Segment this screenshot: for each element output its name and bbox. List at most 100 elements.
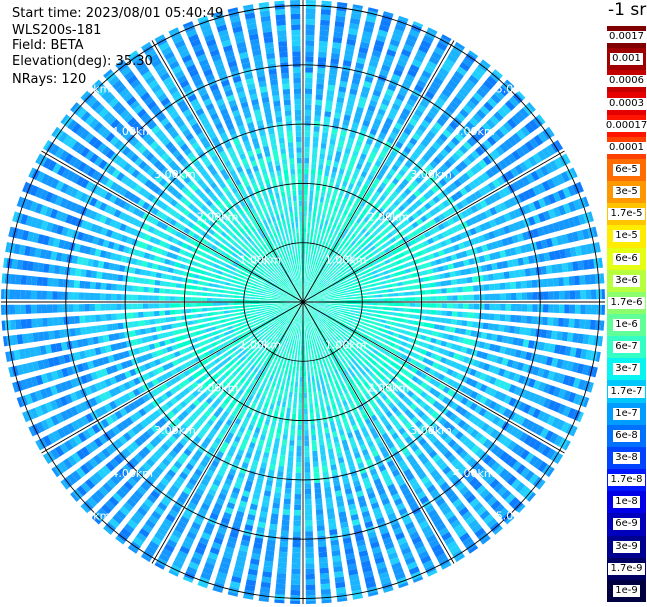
range-gate-cell	[403, 336, 410, 342]
range-gate-cell	[305, 525, 313, 532]
range-gate-cell	[562, 218, 571, 229]
range-gate-cell	[398, 88, 408, 97]
range-gate-cell	[293, 510, 301, 516]
range-gate-cell	[304, 446, 310, 452]
range-gate-cell	[208, 464, 217, 473]
range-gate-cell	[475, 393, 483, 402]
range-gate-cell	[316, 72, 325, 79]
range-gate-cell	[432, 439, 442, 448]
range-gate-cell	[228, 382, 235, 389]
range-gate-cell	[203, 351, 211, 358]
range-gate-cell	[197, 418, 205, 426]
range-gate-cell	[169, 387, 177, 395]
range-gate-cell	[136, 356, 143, 364]
range-gate-cell	[114, 438, 124, 448]
range-gate-cell	[305, 306, 308, 312]
range-gate-cell	[311, 327, 315, 333]
range-gate-cell	[517, 338, 524, 347]
range-gate-cell	[303, 382, 307, 388]
range-gate-cell	[382, 293, 389, 297]
range-gate-cell	[226, 450, 235, 458]
range-gate-cell	[395, 141, 404, 149]
range-gate-cell	[47, 357, 55, 368]
range-gate-cell	[403, 348, 410, 355]
range-gate-cell	[362, 208, 368, 215]
range-gate-cell	[323, 203, 329, 209]
range-gate-cell	[209, 512, 219, 521]
range-gate-cell	[114, 471, 124, 482]
range-gate-cell	[329, 138, 336, 146]
range-gate-cell	[321, 0, 332, 5]
range-gate-cell	[498, 202, 507, 212]
range-gate-cell	[154, 531, 165, 541]
range-gate-cell	[472, 502, 484, 512]
range-gate-cell	[526, 280, 533, 289]
range-gate-cell	[317, 307, 323, 311]
range-gate-cell	[326, 269, 332, 274]
range-gate-cell	[223, 331, 230, 336]
range-gate-cell	[329, 177, 335, 184]
range-gate-cell	[215, 350, 222, 357]
range-gate-cell	[497, 107, 508, 118]
range-gate-cell	[423, 192, 431, 200]
range-gate-cell	[118, 395, 127, 405]
range-gate-cell	[309, 289, 313, 294]
range-gate-cell	[372, 89, 382, 97]
range-gate-cell	[166, 346, 173, 353]
range-gate-cell	[507, 440, 517, 451]
range-gate-cell	[408, 314, 415, 319]
range-gate-cell	[490, 93, 502, 104]
range-gate-cell	[76, 485, 87, 497]
range-gate-cell	[384, 339, 391, 345]
range-gate-cell	[133, 320, 140, 328]
range-gate-cell	[396, 322, 402, 328]
range-gate-cell	[295, 322, 298, 328]
range-gate-cell	[449, 236, 457, 244]
range-gate-cell	[286, 407, 291, 414]
range-gate-cell	[287, 325, 291, 331]
range-gate-cell	[463, 411, 472, 420]
range-gate-cell	[363, 381, 370, 388]
range-gate-cell	[316, 336, 320, 342]
range-gate-cell	[394, 363, 401, 371]
range-gate-cell	[424, 202, 432, 210]
range-gate-cell	[350, 83, 359, 91]
range-gate-cell	[598, 336, 603, 347]
range-gate-cell	[230, 333, 237, 338]
range-gate-cell	[255, 449, 262, 457]
range-gate-cell	[186, 566, 198, 575]
range-gate-cell	[388, 195, 395, 202]
range-gate-cell	[532, 440, 542, 451]
range-gate-cell	[530, 328, 537, 337]
range-gate-cell	[21, 363, 30, 374]
range-gate-cell	[455, 446, 465, 456]
range-gate-cell	[321, 368, 326, 374]
range-gate-cell	[334, 309, 340, 312]
range-gate-cell	[508, 384, 517, 394]
range-gate-cell	[347, 563, 357, 571]
range-gate-cell	[338, 289, 345, 292]
range-gate-cell	[437, 393, 446, 402]
range-gate-cell	[366, 291, 372, 295]
range-gate-cell	[386, 136, 395, 144]
range-gate-cell	[470, 379, 478, 388]
range-gate-cell	[84, 478, 95, 490]
range-gate-cell	[262, 495, 271, 502]
range-gate-cell	[239, 370, 246, 377]
range-gate-cell	[535, 240, 543, 250]
range-gate-cell	[403, 468, 412, 477]
range-gate-cell	[524, 122, 535, 134]
range-gate-cell	[328, 328, 333, 334]
range-gate-cell	[298, 328, 300, 334]
range-gate-cell	[320, 218, 325, 225]
range-gate-cell	[350, 584, 362, 592]
range-gate-cell	[215, 497, 225, 506]
range-gate-cell	[340, 467, 347, 474]
range-gate-cell	[282, 352, 286, 358]
range-gate-cell	[493, 69, 503, 78]
range-gate-cell	[468, 303, 474, 310]
range-gate-cell	[237, 448, 245, 456]
range-gate-cell	[323, 307, 329, 310]
range-gate-cell	[412, 133, 421, 142]
range-gate-cell	[165, 454, 174, 463]
